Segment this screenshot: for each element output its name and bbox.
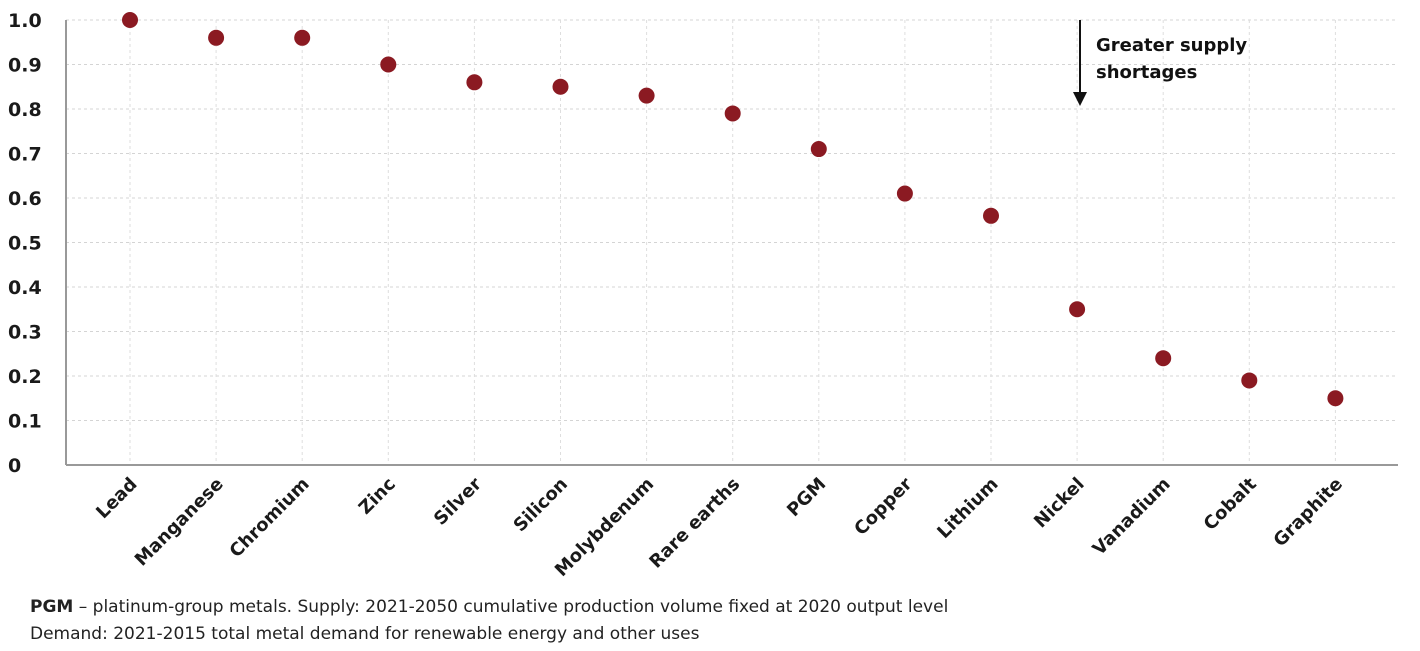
data-point [724,105,741,122]
data-point [466,74,483,91]
x-tick-label: Cobalt [1200,473,1261,534]
footnote-definition: – platinum-group metals. Supply: 2021-20… [73,597,949,617]
y-tick-label: 0.5 [8,233,42,255]
y-tick-label: 0 [8,455,21,477]
annotation: Greater supply shortages [1073,20,1247,106]
x-tick-label: Manganese [131,474,228,571]
x-tick-label: Silicon [510,474,572,536]
annotation-line-2: shortages [1096,62,1197,83]
data-point [1155,350,1172,367]
data-point [1327,390,1344,407]
x-tick-label: Chromium [226,474,314,562]
y-tick-label: 0.9 [8,55,42,77]
data-point [1069,301,1086,318]
data-point [294,29,311,46]
gridlines [66,19,1398,465]
y-tick-label: 0.8 [8,99,42,121]
x-tick-label: Rare earths [645,474,744,573]
x-tick-label: Lead [92,474,141,523]
x-tick-label: Vanadium [1089,474,1175,560]
y-tick-label: 0.4 [8,277,42,299]
x-tick-label: Zinc [355,474,400,519]
data-points [122,12,1344,407]
y-tick-label: 0.6 [8,188,42,210]
data-point [208,29,225,46]
y-tick-label: 0.2 [8,366,42,388]
footnote-line-2: Demand: 2021-2015 total metal demand for… [30,624,700,644]
data-point [122,12,138,28]
data-point [638,87,655,104]
data-point [552,78,569,95]
x-tick-label: Copper [850,474,916,540]
x-tick-label: Silver [430,474,486,530]
data-point [810,141,827,158]
data-point [896,185,913,202]
x-tick-label: Lithium [933,474,1002,543]
data-point [983,207,999,224]
y-tick-label: 0.7 [8,144,42,166]
data-point [380,56,397,73]
footnote-abbrev: PGM [30,597,74,617]
x-tick-label: Nickel [1030,474,1089,533]
y-tick-label: 0.3 [8,322,42,344]
x-tick-label: PGM [783,474,830,521]
footnote-line-1: PGM – platinum-group metals. Supply: 202… [30,597,948,617]
y-axis: 0 0.1 0.2 0.3 0.4 0.5 0.6 0.7 0.8 0.9 1.0 [8,10,67,477]
scatter-chart: 0 0.1 0.2 0.3 0.4 0.5 0.6 0.7 0.8 0.9 1.0 LeadMang… [8,10,1398,580]
y-tick-label: 0.1 [8,411,42,433]
annotation-line-1: Greater supply [1096,35,1247,56]
x-tick-label: Graphite [1270,474,1347,551]
data-point [1241,372,1258,389]
y-tick-label: 1.0 [8,10,42,32]
down-arrow-head [1073,92,1087,106]
